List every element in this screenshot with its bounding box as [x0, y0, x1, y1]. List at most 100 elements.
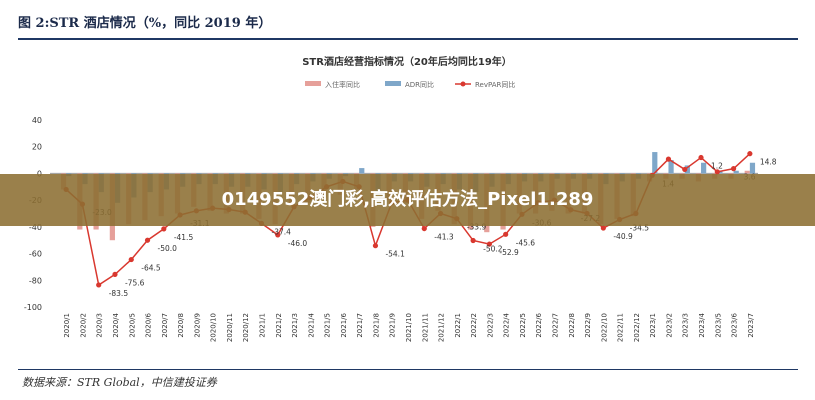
data-label: -50.0	[158, 244, 178, 253]
x-tick-label: 2023/5	[714, 313, 722, 338]
x-tick-label: 2022/3	[486, 313, 494, 338]
data-label: -41.5	[174, 233, 194, 242]
line-point	[372, 243, 379, 249]
x-tick-label: 2021/4	[307, 312, 315, 337]
x-tick-label: 2020/3	[96, 313, 104, 338]
line-point	[112, 271, 118, 278]
data-label: -37.4	[271, 227, 291, 236]
line-point	[682, 166, 688, 173]
x-tick-label: 2020/6	[145, 312, 153, 337]
x-tick-label: 2022/6	[535, 312, 543, 337]
banner-text: 0149552澳门彩,高效评估方法_Pixel1.289	[221, 189, 594, 210]
x-tick-label: 2020/8	[177, 313, 185, 338]
line-point	[486, 241, 492, 247]
x-tick-label: 2022/11	[617, 313, 625, 342]
source-rule	[18, 369, 798, 370]
y-tick-label: -80	[29, 276, 42, 285]
x-tick-label: 2020/12	[242, 313, 250, 342]
data-label: 14.8	[760, 158, 777, 167]
x-tick-label: 2022/12	[633, 313, 641, 342]
x-tick-label: 2021/3	[291, 313, 299, 338]
x-tick-label: 2021/7	[356, 313, 364, 338]
legend-label-2: RevPAR同比	[475, 80, 515, 89]
figure-source: 数据来源：STR Global，中信建投证券	[22, 376, 217, 389]
x-tick-label: 2023/7	[747, 313, 755, 338]
x-tick-label: 2020/2	[79, 313, 87, 338]
line-point	[730, 166, 737, 172]
x-tick-label: 2022/2	[470, 313, 478, 338]
data-label: -46.0	[288, 239, 308, 248]
x-tick-label: 2021/1	[258, 313, 266, 338]
x-tick-label: 2023/4	[698, 312, 706, 337]
legend-label-0: 入住率同比	[325, 80, 360, 89]
line-point	[600, 225, 606, 231]
x-tick-label: 2020/10	[210, 313, 218, 342]
x-tick-label: 2021/12	[438, 313, 446, 342]
bar	[733, 170, 739, 174]
legend-marker-2	[460, 81, 466, 87]
data-label: -83.5	[109, 289, 129, 298]
figure-title: 图 2:STR 酒店情况（%，同比 2019 年）	[18, 16, 272, 31]
x-tick-label: 2022/10	[600, 313, 608, 342]
chart-title: STR酒店经营指标情况（20年后均同比19年）	[302, 55, 512, 68]
x-tick-label: 2020/4	[112, 312, 120, 337]
line-point	[421, 225, 427, 232]
x-tick-label: 2020/9	[193, 313, 201, 338]
line-point	[161, 226, 167, 232]
y-tick-label: -100	[24, 303, 42, 312]
data-label: 1.2	[711, 162, 723, 171]
data-label: -45.6	[516, 238, 536, 247]
line-point	[275, 232, 281, 238]
x-tick-label: 2023/3	[682, 313, 690, 338]
x-tick-label: 2020/7	[161, 313, 169, 338]
bar	[684, 165, 690, 174]
bar	[744, 170, 750, 174]
x-tick-label: 2023/2	[665, 313, 673, 338]
y-tick-label: 0	[37, 169, 42, 178]
line-point	[128, 256, 134, 263]
x-tick-label: 2021/5	[324, 313, 332, 338]
line-point	[503, 231, 509, 237]
y-tick-label: -60	[29, 250, 42, 259]
line-point	[714, 169, 720, 175]
legend-label-1: ADR同比	[405, 80, 434, 89]
bar	[749, 162, 756, 174]
y-tick-label: 20	[32, 143, 42, 152]
line-point	[665, 156, 672, 162]
data-label: -64.5	[141, 264, 161, 273]
x-tick-label: 2021/8	[372, 313, 380, 338]
bar	[359, 168, 365, 174]
data-label: -75.6	[125, 278, 145, 287]
bar	[668, 160, 674, 174]
bar	[701, 162, 707, 174]
line-point	[698, 154, 704, 161]
data-label: -34.5	[630, 224, 650, 233]
legend-swatch-1	[385, 81, 401, 86]
bar	[652, 152, 658, 174]
line-point	[470, 237, 476, 244]
x-tick-label: 2023/6	[731, 312, 739, 337]
x-tick-label: 2021/9	[389, 313, 397, 338]
bar	[717, 170, 723, 174]
x-tick-label: 2021/10	[405, 313, 413, 342]
data-label: -54.1	[385, 250, 405, 259]
x-tick-label: 2020/11	[226, 313, 234, 342]
x-tick-label: 2022/9	[584, 313, 592, 338]
x-tick-label: 2022/5	[519, 313, 527, 338]
x-tick-label: 2022/1	[454, 313, 462, 338]
x-tick-label: 2020/1	[63, 313, 71, 338]
line-point	[96, 282, 102, 288]
x-tick-label: 2020/5	[128, 313, 136, 338]
title-rule	[18, 38, 798, 40]
x-tick-label: 2021/2	[275, 313, 283, 338]
x-tick-label: 2021/6	[340, 312, 348, 337]
line-point	[747, 151, 753, 157]
overlay-banner	[0, 174, 815, 226]
data-label: -41.3	[434, 233, 454, 242]
data-label: -52.9	[499, 248, 519, 257]
x-tick-label: 2023/1	[649, 313, 657, 338]
x-tick-label: 2022/8	[568, 313, 576, 338]
y-tick-label: -40	[29, 223, 42, 232]
line-point	[144, 237, 151, 243]
legend-swatch-0	[305, 81, 321, 86]
